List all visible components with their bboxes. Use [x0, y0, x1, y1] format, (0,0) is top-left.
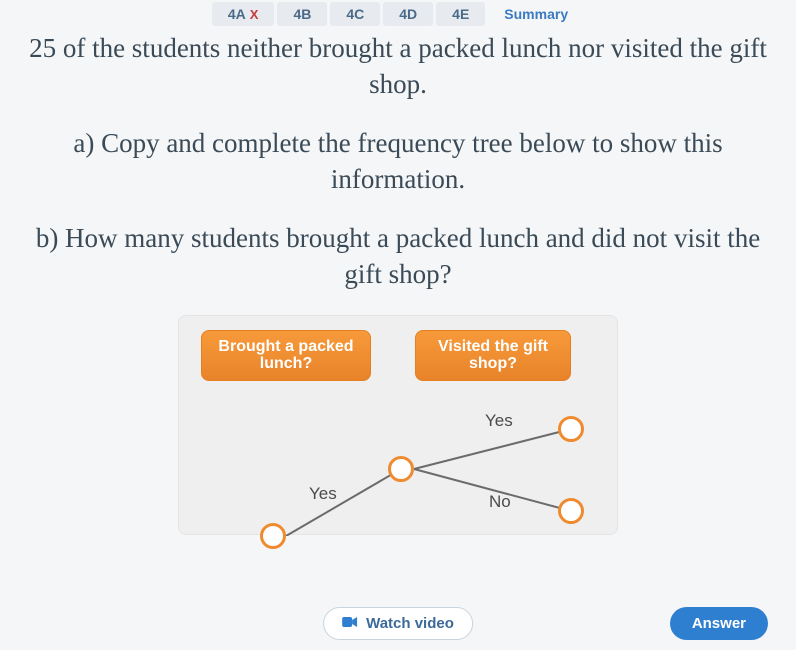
tree-node-mid	[388, 456, 414, 482]
answer-button[interactable]: Answer	[670, 607, 768, 640]
tree-node-root	[260, 523, 286, 549]
tab-summary[interactable]: Summary	[488, 2, 584, 26]
tree-edges	[179, 316, 619, 536]
x-icon: X	[250, 7, 259, 22]
tab-4e[interactable]: 4E	[436, 2, 485, 26]
tab-4c[interactable]: 4C	[330, 2, 380, 26]
question-content: 25 of the students neither brought a pac…	[0, 26, 796, 535]
answer-label: Answer	[692, 615, 746, 632]
tab-label: 4E	[452, 6, 469, 22]
tab-label: 4C	[346, 6, 364, 22]
watch-video-button[interactable]: Watch video	[323, 607, 473, 640]
watch-video-label: Watch video	[366, 615, 454, 632]
tab-4a[interactable]: 4A X	[212, 2, 275, 26]
frequency-tree-diagram: Brought a packed lunch? Visited the gift…	[178, 315, 618, 535]
tab-label: 4D	[399, 6, 417, 22]
video-icon	[342, 615, 358, 632]
edge-label-no: No	[489, 492, 511, 512]
edge-label-yes-2: Yes	[485, 411, 513, 431]
edge-label-yes-1: Yes	[309, 484, 337, 504]
tab-4b[interactable]: 4B	[277, 2, 327, 26]
tab-label: Summary	[504, 6, 568, 22]
tab-label: 4B	[293, 6, 311, 22]
tab-label: 4A	[228, 6, 246, 22]
tab-bar: 4A X 4B 4C 4D 4E Summary	[0, 0, 796, 26]
tab-4d[interactable]: 4D	[383, 2, 433, 26]
question-intro: 25 of the students neither brought a pac…	[18, 30, 778, 103]
tree-node-yes	[558, 416, 584, 442]
question-part-b: b) How many students brought a packed lu…	[18, 220, 778, 293]
question-part-a: a) Copy and complete the frequency tree …	[18, 125, 778, 198]
tree-node-no	[558, 498, 584, 524]
